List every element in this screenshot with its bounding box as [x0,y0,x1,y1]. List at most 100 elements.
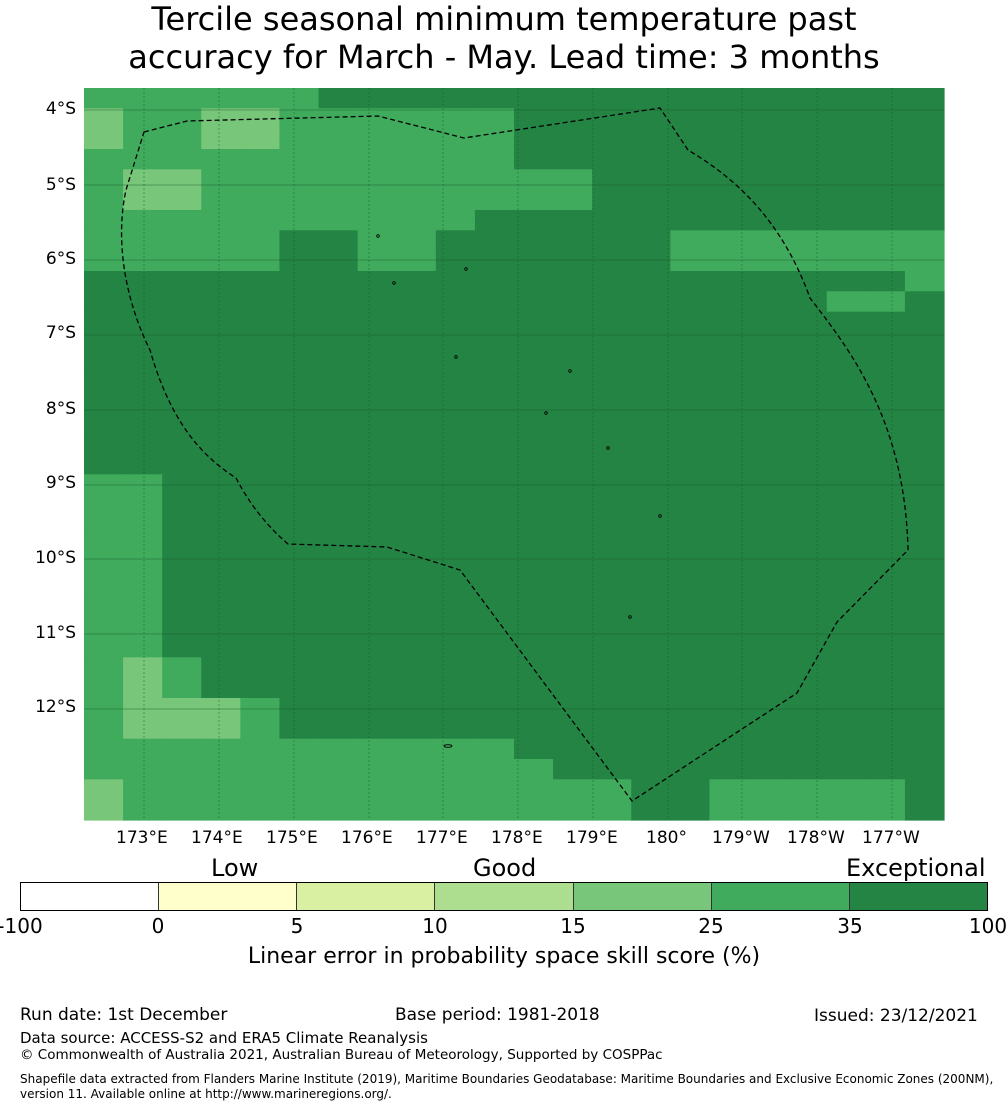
skill-cell [787,311,828,333]
skill-cell [709,535,750,557]
skill-cell [474,189,515,211]
skill-cell [748,596,789,618]
skill-cell [748,515,789,536]
skill-cell [592,759,632,780]
skill-cell [709,291,750,313]
skill-cell [123,189,163,211]
skill-cell [904,616,945,638]
skill-cell [435,291,476,313]
skill-cell [553,494,593,516]
skill-cell [709,88,750,109]
skill-cell [826,291,867,313]
skill-cell [709,799,750,821]
skill-cell [787,535,828,557]
skill-cell [318,88,359,109]
skill-cell [748,332,789,353]
skill-cell [201,779,241,801]
skill-cell [318,718,359,740]
skill-cell [670,576,711,597]
skill-cell [123,291,163,313]
skill-cell [162,230,202,252]
skill-cell [865,128,906,150]
skill-cell [162,657,202,679]
skill-cell [748,413,789,435]
skill-cell [904,596,945,618]
skill-cell [357,291,398,313]
skill-cell [865,332,906,353]
skill-cell [826,230,867,252]
skill-cell [201,535,241,557]
skill-cell [396,698,437,719]
skill-cell [84,779,124,801]
skill-cell [826,637,867,658]
skill-cell [670,718,711,740]
skill-cell [474,88,515,109]
skill-cell [240,535,281,557]
skill-cell [435,738,476,760]
skill-cell [748,718,789,740]
skill-cell [748,108,789,130]
skill-cell [357,169,398,191]
skill-cell [474,718,515,740]
skill-cell [240,393,281,414]
skill-cell [84,576,124,597]
skill-cell [84,535,124,557]
skill-cell [553,698,593,719]
skill-cell [514,128,554,150]
skill-cell [396,596,437,618]
skill-cell [631,352,671,374]
skill-cell [631,677,671,699]
skill-cell [474,311,515,333]
skill-cell [435,108,476,130]
skill-cell [396,576,437,597]
skill-cell [787,271,828,292]
skill-cell [396,332,437,353]
skill-cell [904,311,945,333]
skill-cell [592,494,632,516]
skill-cell [435,698,476,719]
skill-cell [709,352,750,374]
skill-cell [84,250,124,272]
skill-cell [396,433,437,455]
skill-cell [787,128,828,150]
skill-cell [826,271,867,292]
skill-cell [865,494,906,516]
skill-cell [748,291,789,313]
skill-cell [279,311,320,333]
skill-cell [240,210,281,231]
skill-cell [865,555,906,577]
skill-cell [162,535,202,557]
skill-cell [865,189,906,211]
skill-cell [826,372,867,394]
skill-cell [84,433,124,455]
skill-cell [435,799,476,821]
skill-cell [318,454,359,475]
skill-cell [201,311,241,333]
skill-cell [162,250,202,272]
skill-cell [201,108,241,130]
skill-cell [709,738,750,760]
skill-cell [787,759,828,780]
colorbar-tick: 35 [837,914,863,938]
skill-cell [201,189,241,211]
colorbar-segment-7 [849,883,987,910]
skill-cell [865,616,906,638]
skill-cell [826,311,867,333]
skill-cell [123,230,163,252]
skill-cell [123,535,163,557]
skill-cell [904,352,945,374]
skill-cell [84,596,124,618]
skill-cell [826,250,867,272]
skill-cell [904,88,945,109]
skill-cell [123,433,163,455]
skill-cell [787,657,828,679]
skill-cell [396,718,437,740]
skill-cell [787,799,828,821]
island-outline [658,514,662,518]
skill-cell [240,88,281,109]
skill-cell [592,250,632,272]
skill-cell [279,352,320,374]
skill-cell [474,352,515,374]
skill-cell [357,535,398,557]
skill-cell [84,372,124,394]
